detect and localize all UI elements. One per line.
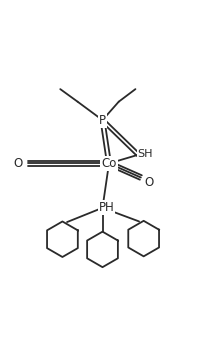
Text: Co: Co — [101, 157, 117, 170]
Text: O: O — [13, 157, 23, 170]
Text: O: O — [145, 176, 154, 189]
Text: PH: PH — [99, 201, 114, 214]
Text: P: P — [99, 114, 106, 127]
Text: SH: SH — [138, 149, 153, 159]
